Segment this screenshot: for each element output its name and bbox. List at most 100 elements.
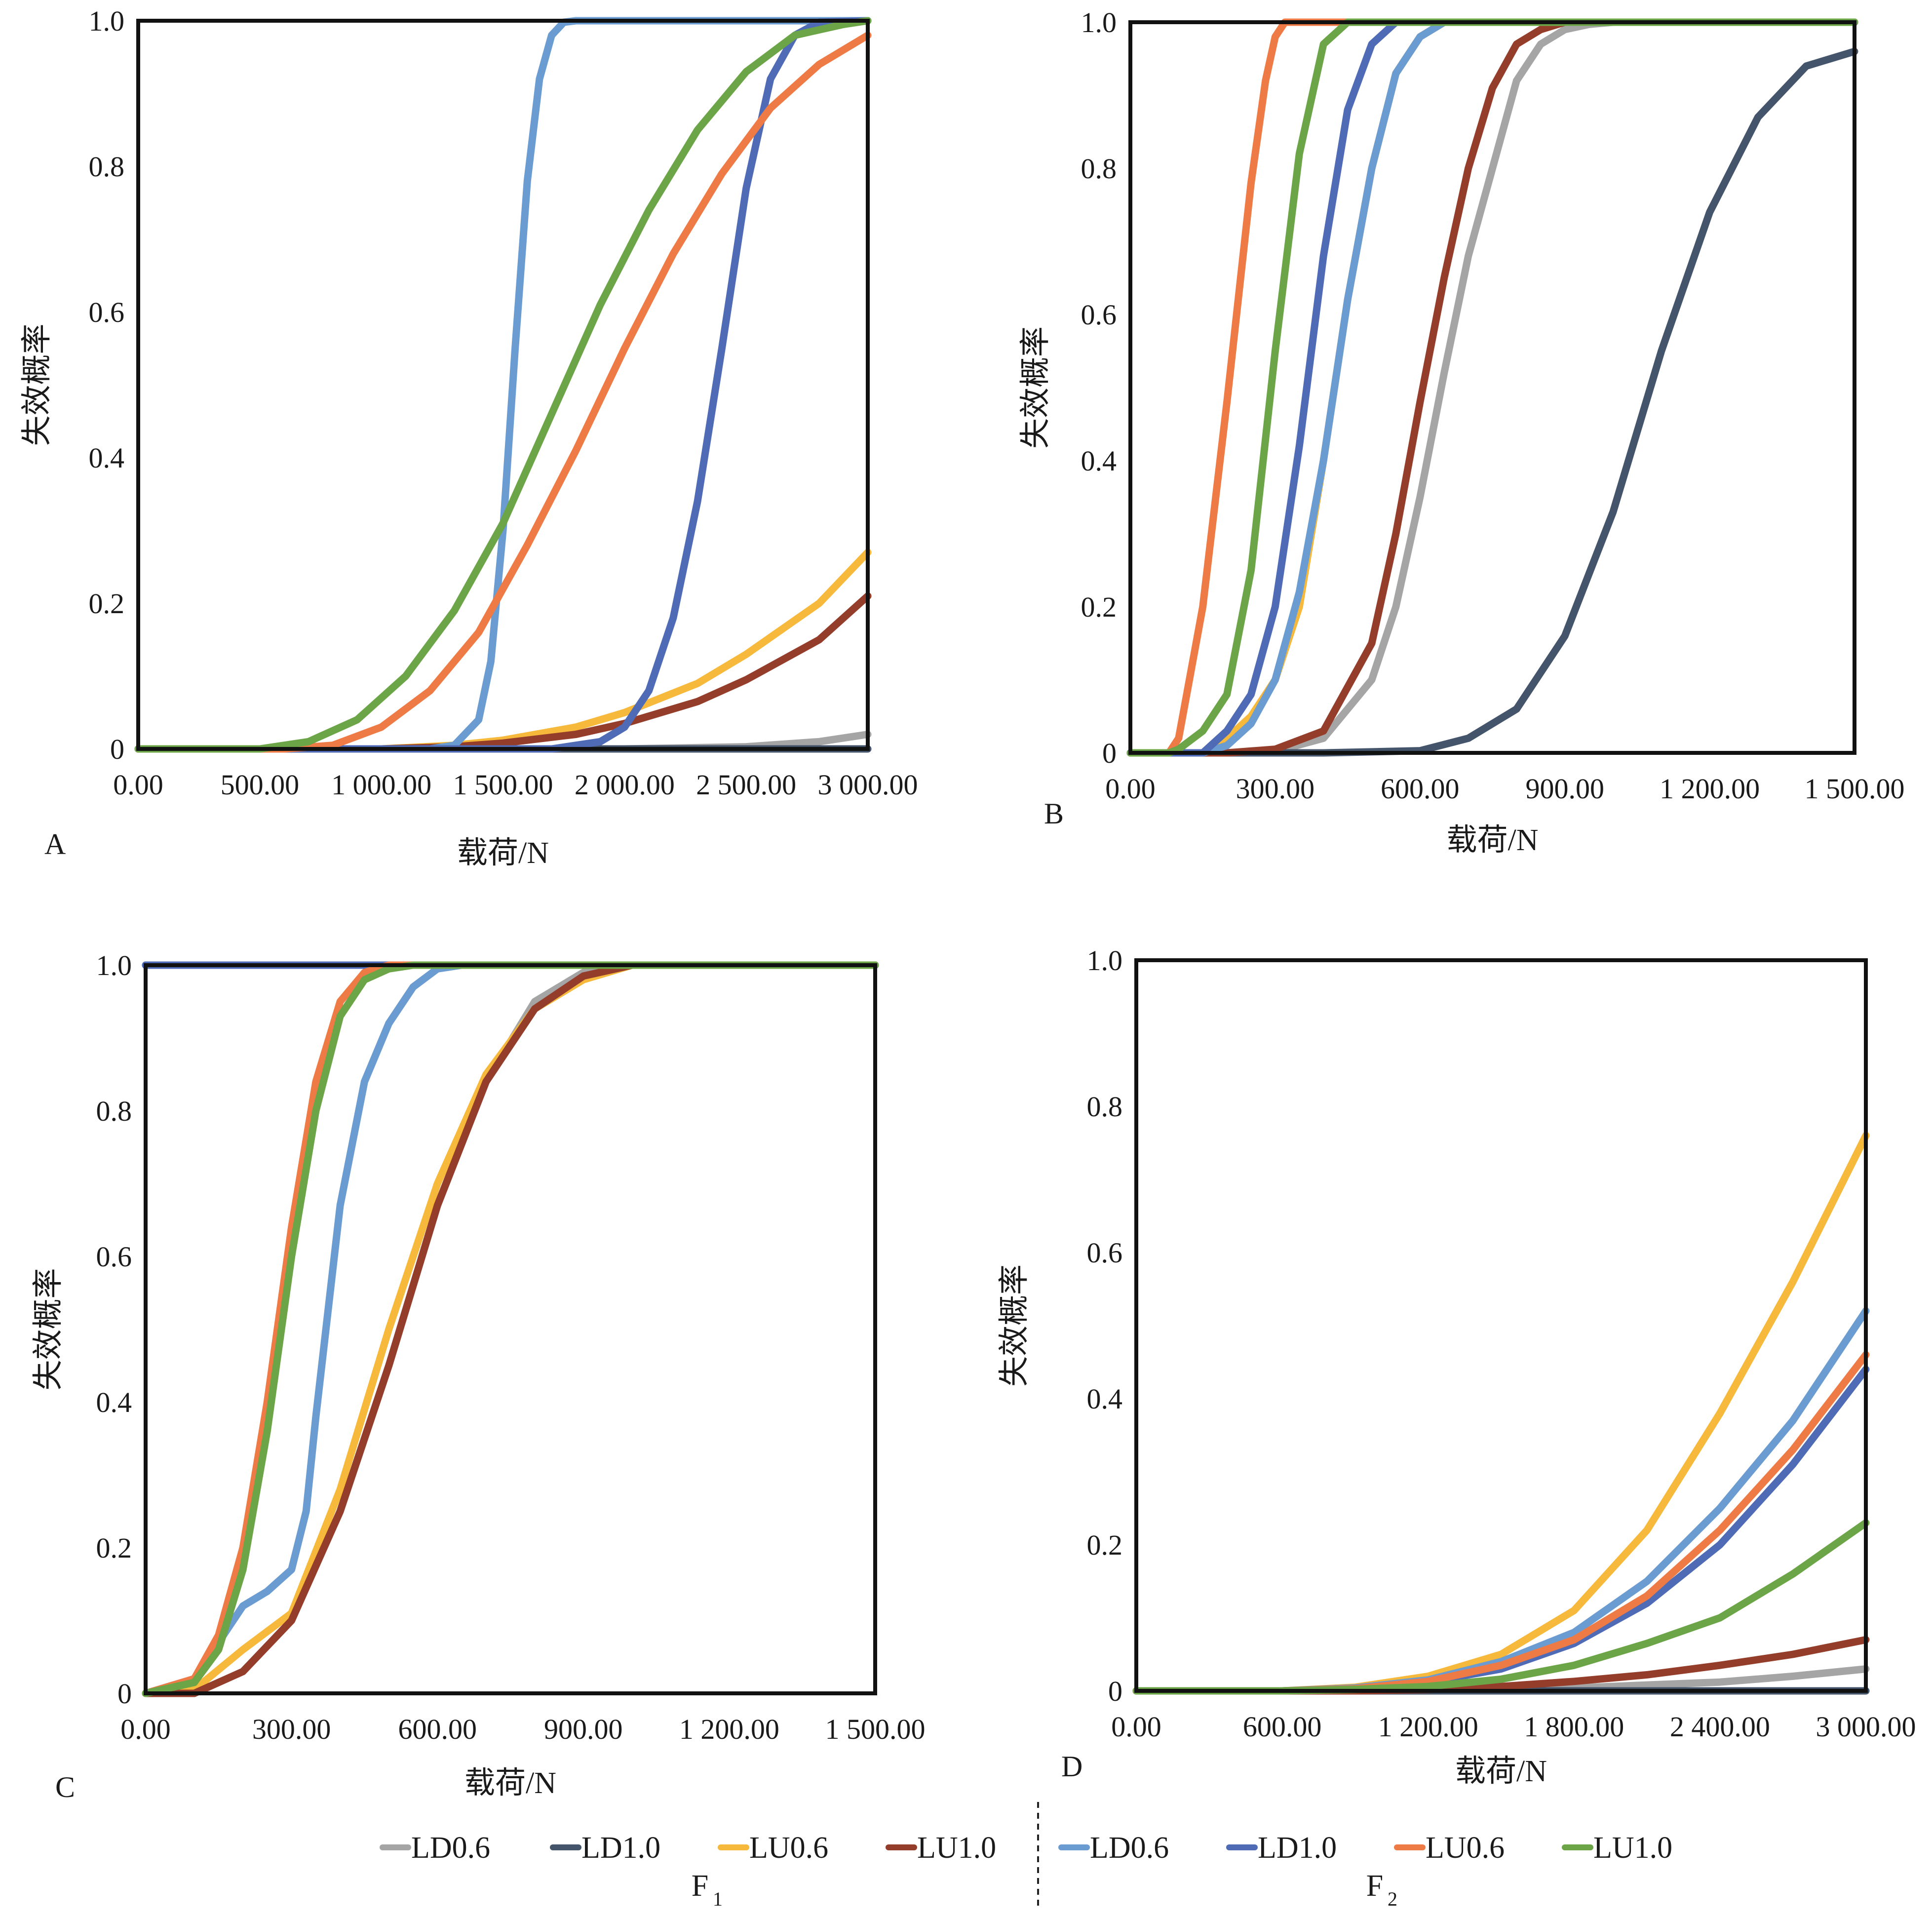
x-axis-label: 载荷/N	[457, 836, 549, 870]
x-tick-label: 300.00	[252, 1713, 331, 1745]
legend-item: LU0.6	[718, 1831, 828, 1865]
chart-panels: 0 0.2 0.4 0.6 0.8 1.0 0.00 500.00 1 000.00 1 500.…	[20, 5, 1916, 1803]
legend-item: LD1.0	[1226, 1831, 1337, 1865]
y-tick-label: 0.4	[1081, 445, 1117, 477]
x-tick-label: 1 500.00	[1805, 773, 1905, 805]
y-axis-label: 失效概率	[998, 1264, 1031, 1387]
legend-label: LD0.6	[1090, 1831, 1169, 1865]
x-tick-label: 500.00	[221, 769, 300, 801]
legend-item: LU0.6	[1394, 1831, 1505, 1865]
x-tick-label: 1 800.00	[1524, 1711, 1624, 1743]
y-tick-label: 0.2	[89, 587, 125, 620]
x-tick-label: 600.00	[1243, 1711, 1322, 1743]
x-tick-label: 3 000.00	[1816, 1711, 1916, 1743]
series-line-f2-ld10	[1132, 1366, 1870, 1695]
series-line-f1-lu06	[142, 961, 879, 1697]
y-tick-label: 0	[110, 733, 124, 765]
legend-group-label: F	[1366, 1869, 1383, 1903]
legend-label: LU0.6	[749, 1831, 828, 1865]
y-tick-label: 0.6	[96, 1241, 132, 1273]
panel-letter: C	[55, 1771, 75, 1803]
legend-group-2: LD0.6 LD1.0 LU0.6 LU1.0 F 2	[1058, 1831, 1672, 1910]
legend-group-subscript: 2	[1388, 1888, 1397, 1910]
plot-frame	[136, 19, 870, 751]
y-tick-label: 0.6	[1087, 1237, 1123, 1269]
x-tick-label: 900.00	[1525, 773, 1604, 805]
series-line-f2-ld10	[1126, 18, 1858, 757]
x-tick-label: 600.00	[1381, 773, 1460, 805]
y-tick-label: 0.4	[89, 442, 125, 474]
x-axis-label: 载荷/N	[1455, 1755, 1547, 1788]
legend-item: LD1.0	[550, 1831, 660, 1865]
y-axis-label: 失效概率	[32, 1268, 65, 1390]
series-line-f2-ld06	[1126, 18, 1520, 757]
x-tick-label: 0.00	[120, 1713, 171, 1745]
y-tick-label: 0.8	[96, 1095, 132, 1127]
legend-item: LU1.0	[886, 1831, 996, 1865]
plot-frame	[144, 963, 877, 1695]
x-axis-label: 载荷/N	[1446, 823, 1538, 857]
legend-label: LD1.0	[1258, 1831, 1337, 1865]
legend-label: LU1.0	[1593, 1831, 1672, 1865]
legend-group-subscript: 1	[713, 1888, 723, 1910]
legend-label: LU1.0	[917, 1831, 996, 1865]
x-tick-label: 300.00	[1236, 773, 1315, 805]
x-tick-label: 2 000.00	[575, 769, 675, 801]
series-group	[1126, 18, 1858, 757]
x-tick-label: 1 500.00	[825, 1713, 926, 1745]
legend-group-1: LD0.6 LD1.0 LU0.6 LU1.0 F 1	[380, 1831, 996, 1910]
series-line-f2-lu10	[142, 961, 879, 1697]
x-tick-label: 600.00	[398, 1713, 477, 1745]
y-tick-label: 0.2	[1087, 1529, 1123, 1561]
panel-letter: D	[1061, 1750, 1082, 1783]
x-tick-label: 0.00	[1105, 773, 1156, 805]
series-line-f2-lu10	[134, 17, 872, 753]
plot-frame	[1134, 958, 1868, 1693]
y-tick-label: 0.4	[96, 1386, 132, 1418]
legend-item: LU1.0	[1562, 1831, 1672, 1865]
y-tick-label: 0.2	[1081, 591, 1117, 623]
y-tick-label: 1.0	[89, 5, 125, 37]
panel-b: 0 0.2 0.4 0.6 0.8 1.0 0.00 300.00 600.00 900.00 1 …	[1019, 6, 1905, 857]
x-tick-label: 2 500.00	[696, 769, 796, 801]
series-group	[142, 961, 879, 1697]
series-line-f1-lu10	[1126, 18, 1858, 757]
series-line-f2-lu06	[134, 32, 872, 753]
legend-group-label: F	[692, 1869, 708, 1903]
legend-label: LD0.6	[411, 1831, 490, 1865]
x-tick-label: 1 500.00	[453, 769, 553, 801]
series-line-f1-ld06	[142, 961, 879, 1697]
y-tick-label: 0.2	[96, 1532, 132, 1564]
y-tick-label: 0.8	[89, 151, 125, 183]
x-tick-label: 0.00	[1111, 1711, 1161, 1743]
y-axis-label: 失效概率	[1019, 326, 1052, 449]
x-tick-label: 1 200.00	[1378, 1711, 1478, 1743]
y-tick-label: 0.6	[1081, 299, 1117, 331]
y-tick-label: 0	[1102, 737, 1117, 769]
y-tick-label: 0	[117, 1678, 132, 1710]
y-tick-label: 1.0	[1081, 6, 1117, 39]
x-tick-label: 3 000.00	[818, 769, 918, 801]
series-line-f2-ld06	[142, 961, 879, 1697]
y-tick-label: 0.8	[1081, 153, 1117, 185]
series-line-f1-ld06	[1126, 18, 1858, 757]
series-line-f2-lu06	[142, 961, 879, 1697]
x-tick-label: 900.00	[544, 1713, 623, 1745]
x-axis-label: 载荷/N	[464, 1766, 556, 1800]
y-tick-label: 0	[1108, 1675, 1122, 1707]
y-tick-label: 0.6	[89, 296, 125, 328]
x-tick-label: 1 200.00	[1660, 773, 1760, 805]
x-tick-label: 1 200.00	[679, 1713, 779, 1745]
series-line-f2-lu10	[1126, 18, 1858, 757]
series-group	[1132, 1132, 1870, 1695]
legend-item: LD0.6	[380, 1831, 490, 1865]
x-tick-label: 2 400.00	[1670, 1711, 1770, 1743]
legend-label: LU0.6	[1426, 1831, 1505, 1865]
y-axis-label: 失效概率	[20, 323, 54, 446]
panel-letter: A	[44, 828, 66, 860]
series-line-f2-lu06	[1132, 1351, 1870, 1695]
legend-item: LD0.6	[1058, 1831, 1169, 1865]
y-tick-label: 0.8	[1087, 1091, 1123, 1123]
panel-d: 0 0.2 0.4 0.6 0.8 1.0 0.00 600.00 1 200.00 1 800.…	[998, 944, 1916, 1788]
